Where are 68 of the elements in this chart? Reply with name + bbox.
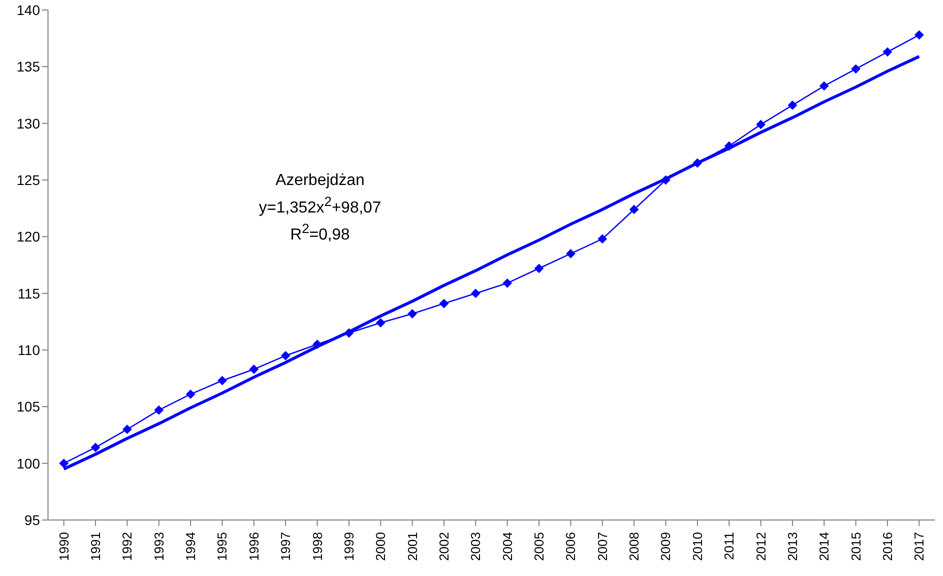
annotation: R$^{2}$=0,98: [289, 220, 351, 246]
x-tick-label: 2012: [753, 532, 768, 561]
x-tick-label: 2017: [912, 532, 927, 561]
x-tick-label: 2001: [404, 532, 420, 561]
point: [566, 249, 576, 258]
y-tick-label: 105: [16, 398, 40, 415]
y-tick-label: 115: [18, 285, 40, 302]
y-tick-label: 120: [16, 228, 40, 245]
x-tick-label: 2010: [690, 532, 705, 561]
point: [154, 406, 164, 415]
x-tick-label: 2008: [626, 532, 642, 561]
x-tick-label: 1994: [183, 532, 198, 561]
point: [59, 458, 68, 468]
y-tick-label: 95: [24, 512, 40, 528]
x-tick-label: 2011: [722, 532, 737, 560]
point: [851, 64, 860, 74]
point: [344, 328, 354, 338]
x-tick-label: 1998: [310, 532, 325, 561]
y-tick-label: 125: [16, 172, 40, 188]
point: [249, 364, 258, 374]
x-tick-label: 2003: [468, 532, 484, 561]
point: [186, 390, 196, 399]
point: [471, 288, 480, 298]
point: [756, 120, 766, 129]
annotation: y=1,352x$^{2}$+98,07: [258, 193, 382, 218]
point: [534, 264, 544, 273]
x-tick-label: 1995: [214, 532, 230, 561]
x-tick-label: 1990: [56, 532, 72, 561]
point: [914, 30, 924, 40]
point: [91, 442, 100, 452]
x-tick-label: 2004: [500, 532, 515, 561]
point: [376, 318, 386, 328]
y-tick-label: 135: [16, 58, 40, 75]
x-tick-label: 1991: [88, 532, 104, 561]
x-tick-label: 2007: [594, 532, 610, 561]
annotation: Azerbejdżan: [274, 171, 366, 191]
point: [788, 100, 797, 110]
point: [630, 204, 639, 214]
y-tick-label: 130: [16, 115, 40, 132]
x-tick-label: 2000: [373, 532, 388, 561]
point: [598, 234, 607, 244]
point: [439, 299, 448, 308]
y-tick-label: 140: [16, 2, 40, 18]
x-tick-label: 2015: [848, 532, 864, 561]
x-tick-label: 2016: [880, 532, 895, 561]
point: [408, 309, 417, 318]
x-tick-label: 1992: [120, 532, 135, 561]
x-tick-label: 2014: [816, 532, 832, 561]
x-tick-label: 2006: [563, 532, 578, 561]
x-tick-label: 1999: [341, 532, 356, 561]
point: [820, 81, 829, 90]
x-tick-label: 2009: [658, 532, 674, 561]
point: [281, 351, 290, 360]
x-tick-label: 2013: [784, 532, 800, 561]
point: [502, 278, 512, 288]
point: [122, 424, 132, 434]
point: [882, 47, 892, 56]
x-tick-label: 2005: [532, 532, 547, 561]
y-tick-label: 110: [18, 342, 40, 358]
x-tick-label: 1993: [151, 532, 166, 561]
point: [692, 158, 702, 168]
point: [661, 176, 670, 184]
point: [218, 376, 227, 386]
point: [724, 142, 734, 150]
x-tick-label: 2002: [436, 532, 452, 561]
x-tick-label: 1996: [246, 532, 262, 561]
x-tick-label: 1997: [278, 532, 294, 561]
y-tick-label: 100: [16, 455, 40, 472]
